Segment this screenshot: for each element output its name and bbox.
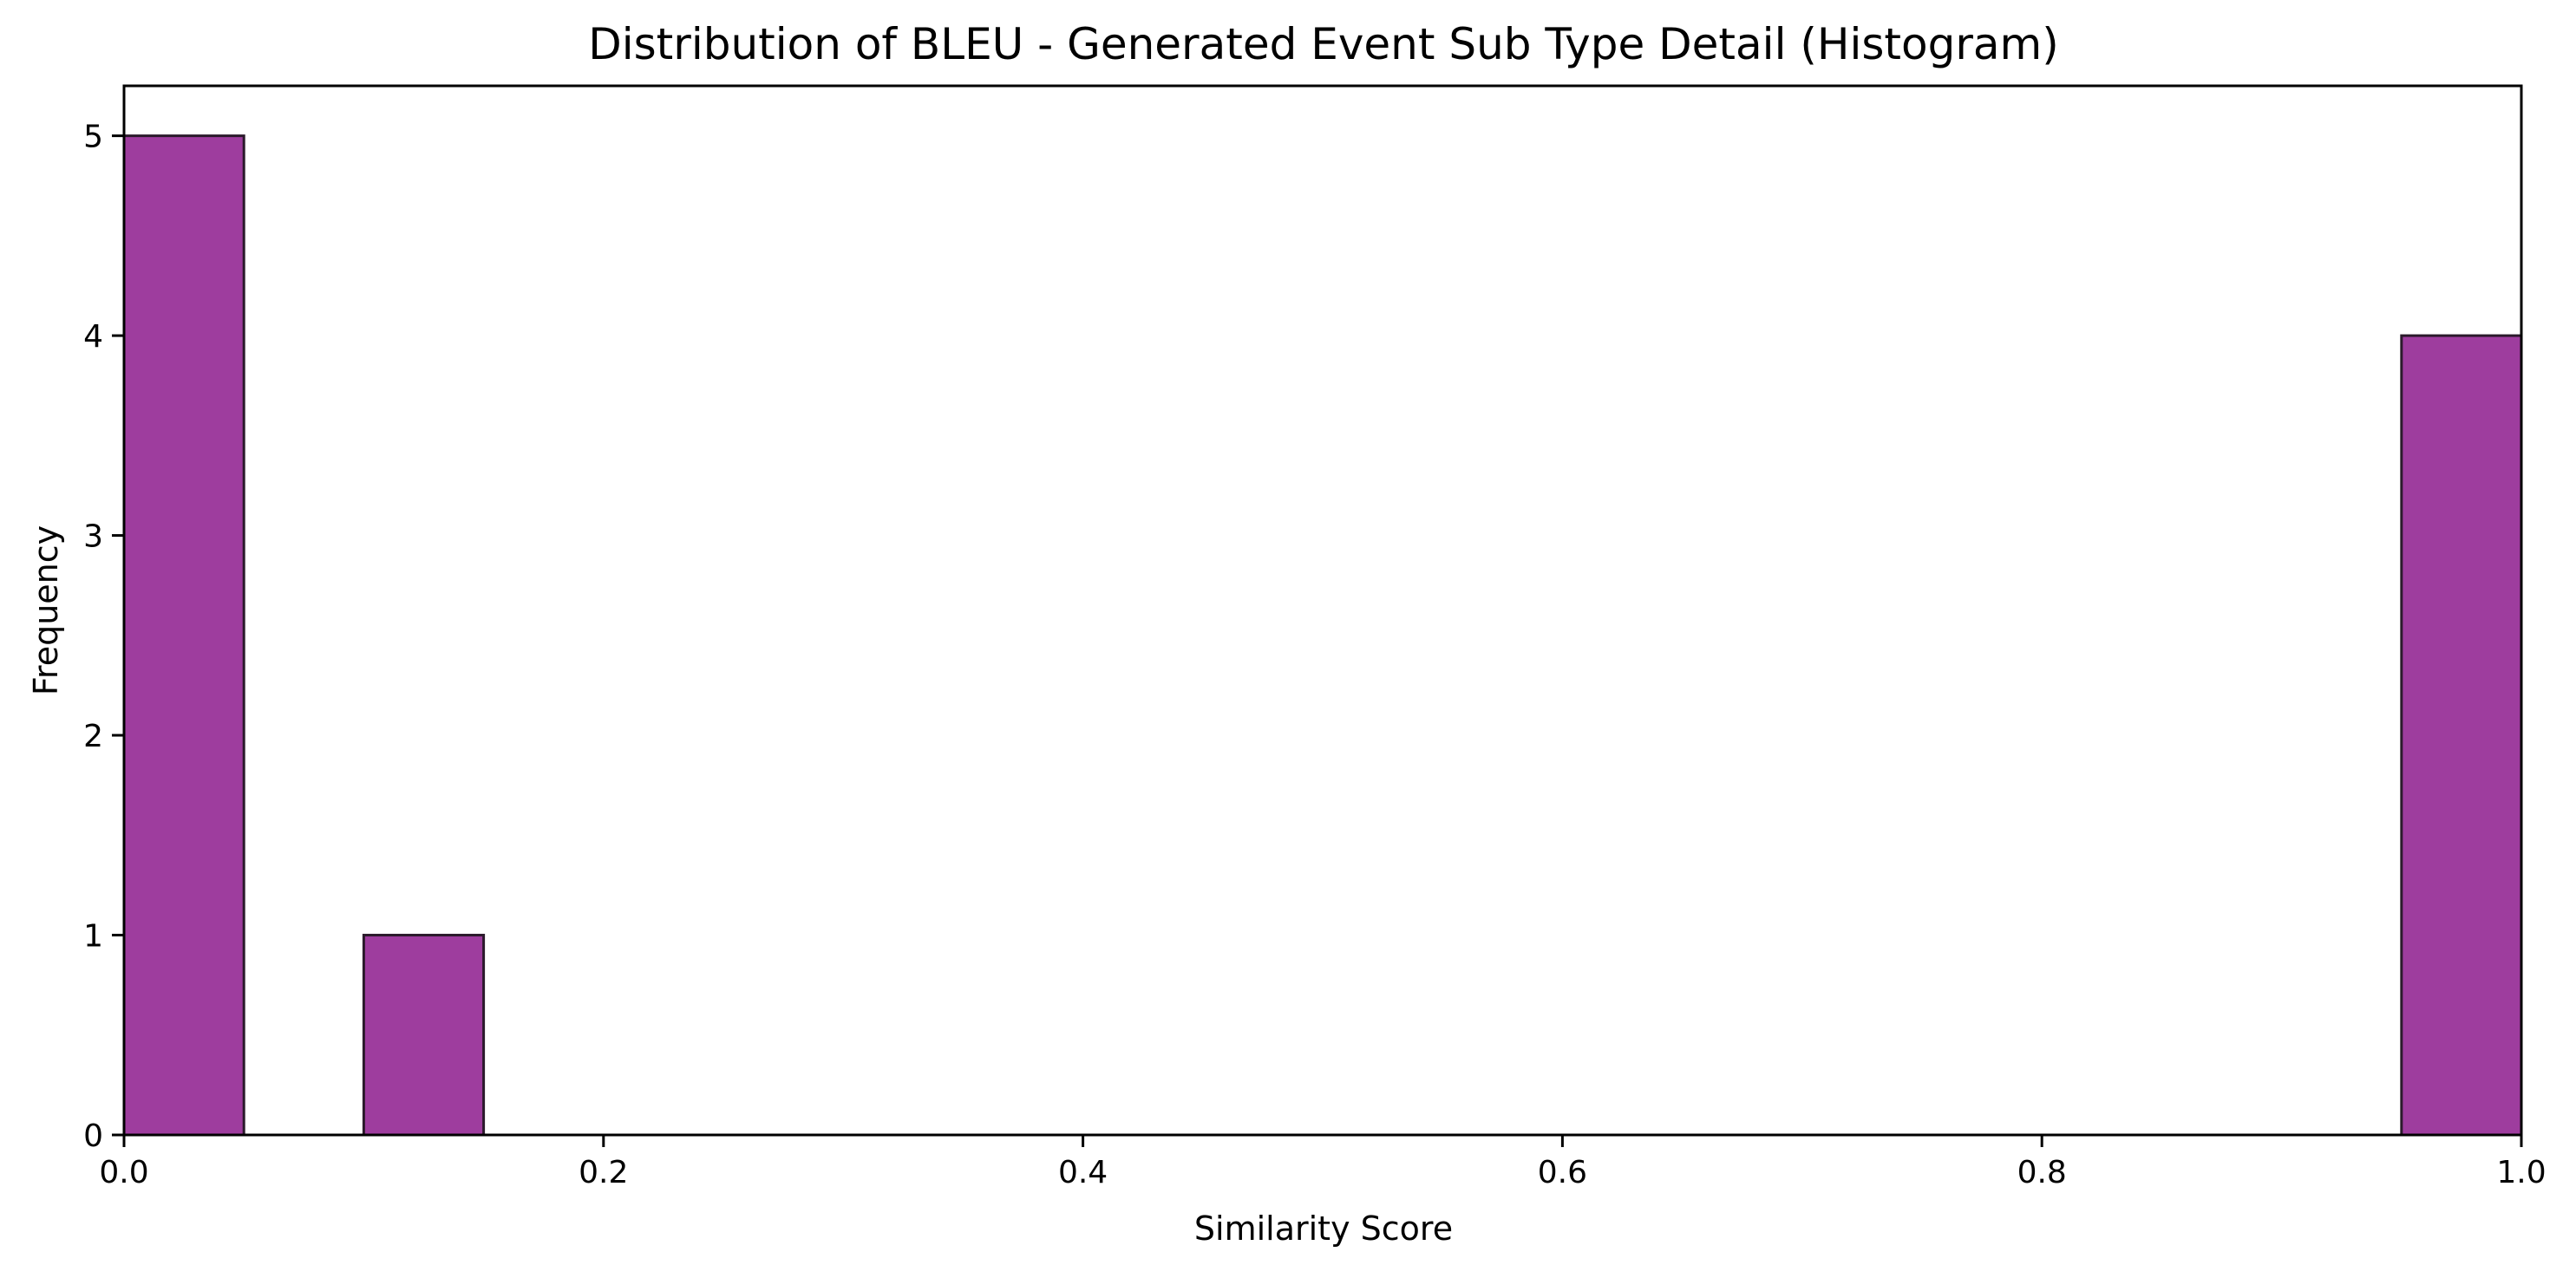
x-tick-label: 0.2 — [579, 1155, 628, 1190]
y-tick-label: 1 — [83, 919, 103, 955]
x-tick-label: 0.8 — [2017, 1155, 2067, 1190]
histogram-bar — [362, 934, 486, 1137]
y-tick-label: 2 — [83, 719, 103, 754]
x-axis: 0.0 0.2 0.4 0.6 0.8 1.0 — [99, 1135, 2547, 1190]
y-axis: 0 1 2 3 4 5 — [83, 120, 124, 1154]
y-tick-label: 3 — [83, 519, 103, 555]
chart-title: Distribution of BLEU - Generated Event S… — [588, 19, 2059, 69]
histogram-bar — [122, 134, 245, 1137]
plot-frame — [122, 84, 2523, 1137]
x-tick-label: 1.0 — [2496, 1155, 2546, 1190]
plot-frame-outline — [122, 84, 2523, 1137]
x-tick-label: 0.0 — [99, 1155, 148, 1190]
histogram-bar — [2400, 334, 2523, 1137]
y-tick-label: 4 — [83, 319, 103, 355]
y-tick-label: 5 — [83, 120, 103, 155]
plot-area — [122, 84, 2523, 1137]
y-axis-label: Frequency — [27, 525, 65, 695]
bars-layer — [122, 134, 2523, 1137]
x-axis-label: Similarity Score — [1194, 1210, 1453, 1248]
x-tick-label: 0.6 — [1538, 1155, 1587, 1190]
y-tick-label: 0 — [83, 1118, 103, 1154]
x-tick-label: 0.4 — [1058, 1155, 1108, 1190]
